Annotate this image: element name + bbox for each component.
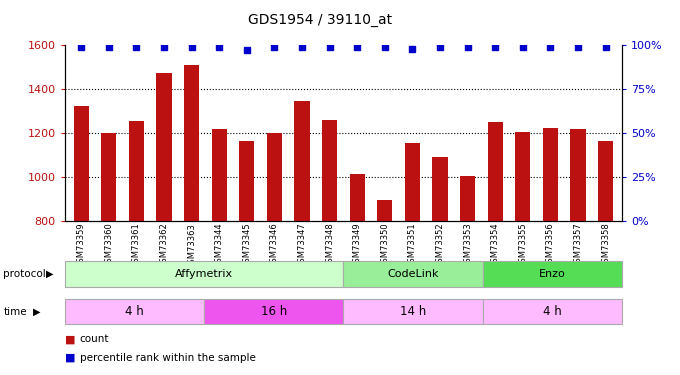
Text: GDS1954 / 39110_at: GDS1954 / 39110_at <box>248 13 392 27</box>
Text: CodeLink: CodeLink <box>388 269 439 279</box>
Bar <box>571 129 585 221</box>
Text: ▶: ▶ <box>33 307 40 316</box>
Bar <box>598 141 613 221</box>
Bar <box>488 122 503 221</box>
Text: 4 h: 4 h <box>125 305 143 318</box>
Bar <box>239 141 254 221</box>
Bar <box>211 129 226 221</box>
Bar <box>73 106 89 221</box>
Bar <box>322 120 337 221</box>
Text: 4 h: 4 h <box>543 305 562 318</box>
Text: ■: ■ <box>65 353 75 363</box>
Text: 14 h: 14 h <box>400 305 426 318</box>
Text: 16 h: 16 h <box>260 305 287 318</box>
Bar <box>350 174 364 221</box>
Bar <box>543 128 558 221</box>
Text: protocol: protocol <box>3 269 46 279</box>
Bar <box>460 176 475 221</box>
Text: time: time <box>3 307 27 316</box>
Bar <box>405 143 420 221</box>
Bar <box>156 72 171 221</box>
Text: Enzo: Enzo <box>539 269 566 279</box>
Bar <box>267 133 282 221</box>
Bar <box>129 121 144 221</box>
Text: ■: ■ <box>65 334 75 344</box>
Bar <box>294 101 309 221</box>
Bar <box>377 200 392 221</box>
Text: ▶: ▶ <box>46 269 54 279</box>
Bar <box>515 132 530 221</box>
Bar <box>432 158 447 221</box>
Bar <box>101 133 116 221</box>
Text: Affymetrix: Affymetrix <box>175 269 233 279</box>
Text: percentile rank within the sample: percentile rank within the sample <box>80 353 256 363</box>
Bar <box>184 65 199 221</box>
Text: count: count <box>80 334 109 344</box>
